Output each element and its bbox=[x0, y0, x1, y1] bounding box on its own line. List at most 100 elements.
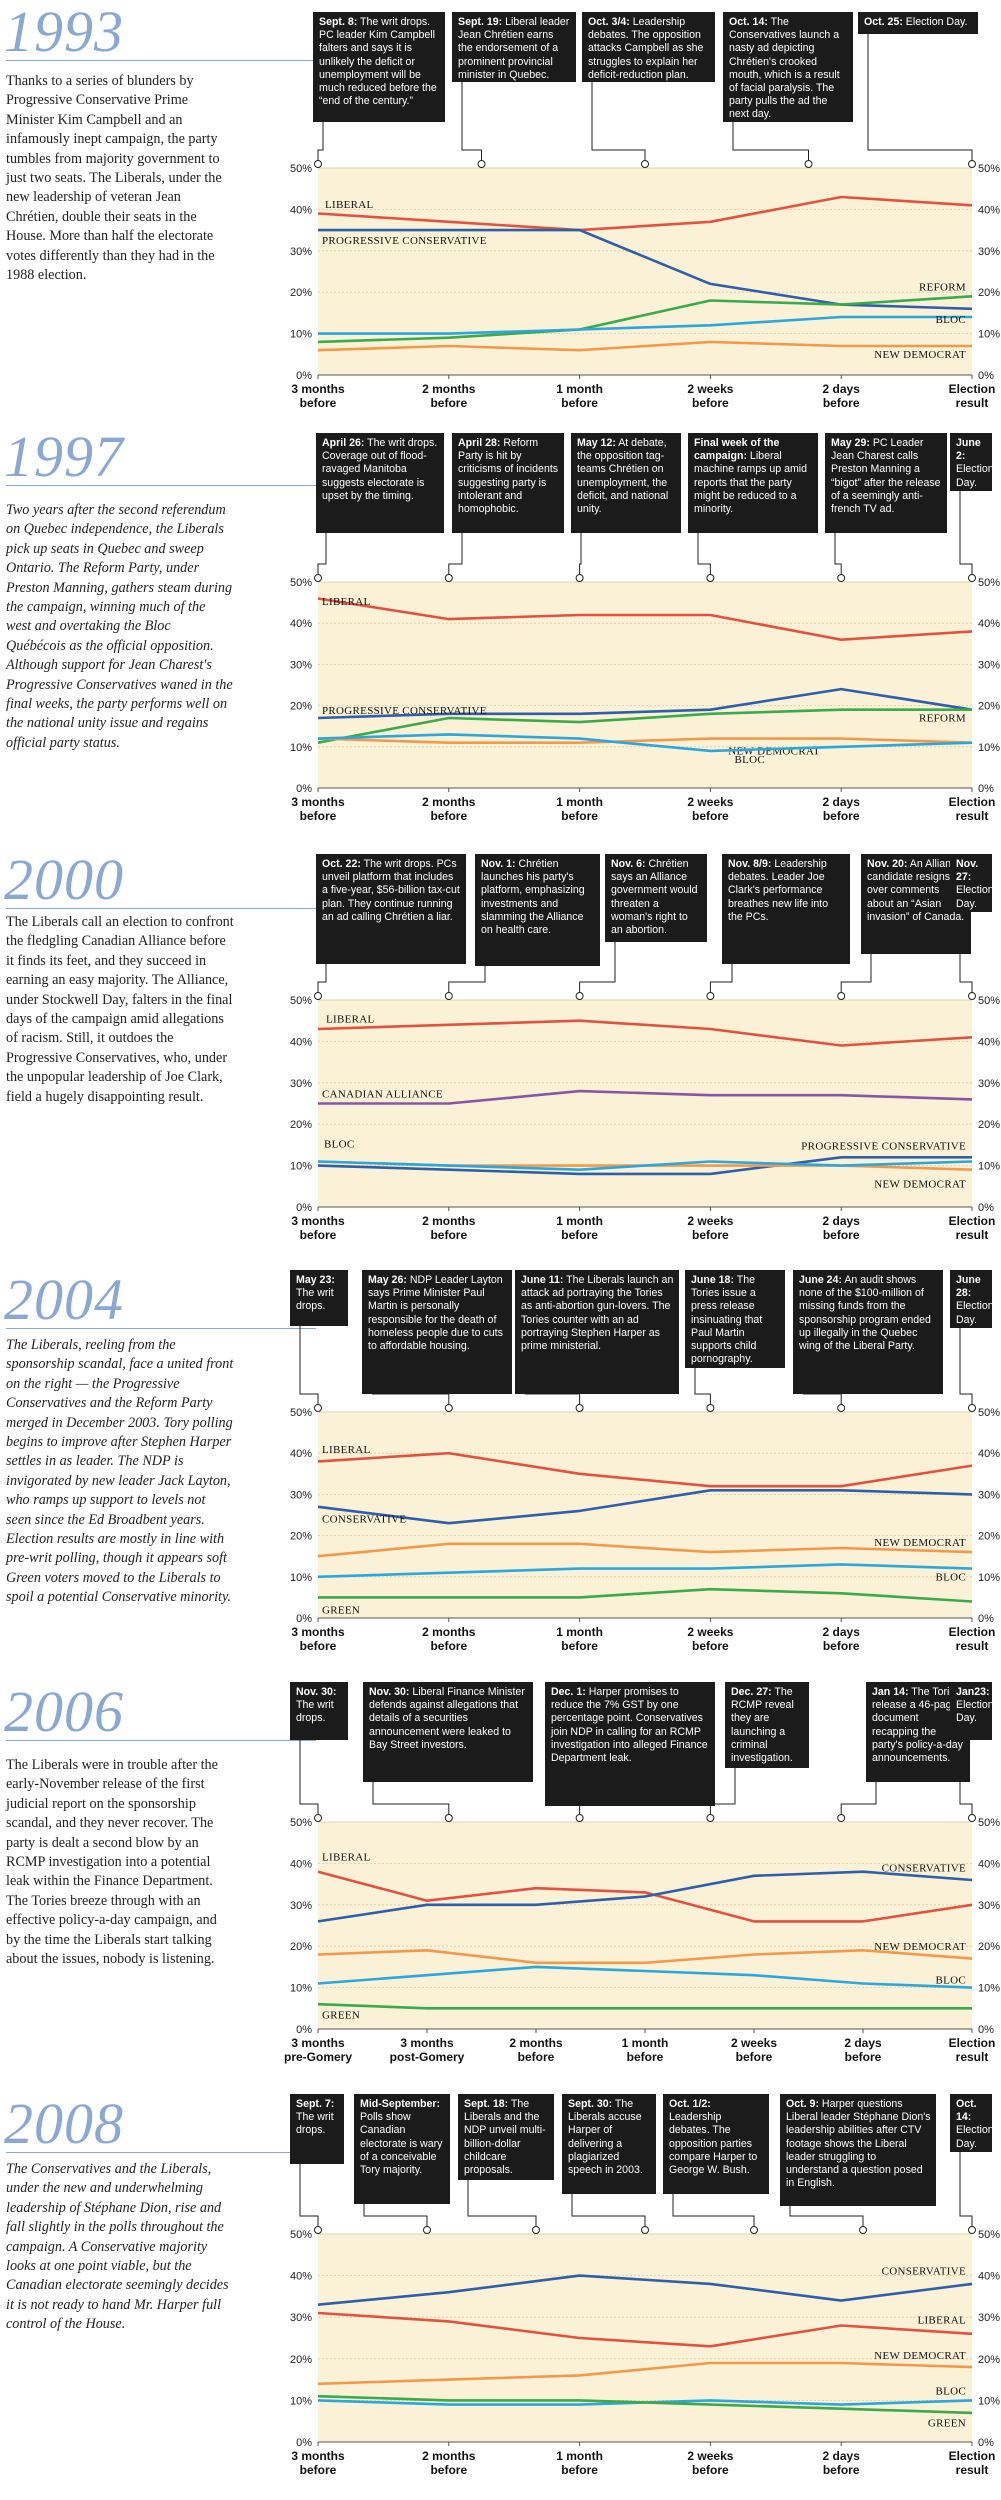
y-tick-label-right: 0% bbox=[978, 2024, 994, 2036]
series-line-progressive-conservative bbox=[318, 228, 973, 311]
event-callout: Nov. 30: The writ drops. bbox=[290, 1682, 348, 1740]
event-leader-line bbox=[299, 1740, 319, 1816]
series-label: REFORM bbox=[919, 282, 966, 294]
y-tick-label-left: 40% bbox=[290, 2271, 312, 2283]
y-tick-label-left: 0% bbox=[296, 783, 312, 795]
event-marker bbox=[444, 1404, 453, 1412]
y-tick-label-left: 20% bbox=[290, 1119, 312, 1131]
event-callout: Nov. 30: Liberal Finance Minister defend… bbox=[363, 1682, 533, 1782]
y-tick-label-right: 30% bbox=[978, 1489, 1000, 1501]
event-text: Election Day. bbox=[902, 16, 968, 28]
series-line-bloc bbox=[317, 1563, 973, 1579]
event-callout: June 24: An audit shows none of the $100… bbox=[793, 1270, 943, 1394]
event-marker bbox=[314, 2226, 322, 2234]
event-marker bbox=[314, 992, 322, 1000]
event-marker bbox=[641, 2226, 649, 2234]
series-label: GREEN bbox=[322, 1604, 360, 1616]
y-tick-label-left: 30% bbox=[290, 246, 312, 258]
event-callout: May 12: At debate, the opposition tag-te… bbox=[571, 433, 681, 533]
y-tick-label-right: 40% bbox=[978, 1036, 1000, 1048]
series-line-liberal bbox=[317, 1019, 973, 1047]
event-callout: Nov. 6: Chrétien says an Alliance govern… bbox=[605, 854, 707, 942]
series-line-reform bbox=[317, 708, 972, 744]
y-tick-label-left: 40% bbox=[290, 1036, 312, 1048]
series-line-reform bbox=[317, 295, 973, 344]
y-tick-label-left: 40% bbox=[290, 618, 312, 630]
series-label: BLOC bbox=[935, 1571, 966, 1583]
event-marker bbox=[968, 1404, 976, 1412]
y-tick-label-left: 40% bbox=[290, 1858, 312, 1870]
y-tick-label-right: 30% bbox=[978, 659, 1000, 671]
event-callout: Oct. 3/4: Leadership debates. The opposi… bbox=[582, 12, 715, 82]
event-leader-line bbox=[299, 2164, 319, 2228]
event-leader-line bbox=[317, 122, 324, 162]
y-tick-label-right: 50% bbox=[978, 163, 1000, 175]
series-line-bloc bbox=[318, 315, 972, 335]
event-date: Nov. 6: bbox=[611, 858, 646, 870]
event-text: An Alliance candidate resigns over comme… bbox=[867, 858, 965, 923]
event-marker bbox=[314, 160, 322, 168]
x-tick-label: 2 weeks before bbox=[687, 1214, 733, 1242]
event-date: June 28: bbox=[956, 1274, 981, 1300]
event-marker bbox=[575, 992, 584, 1000]
series-label: BLOC bbox=[324, 1139, 355, 1151]
event-callout: June 2: Election Day. bbox=[950, 433, 994, 491]
y-tick-label-left: 0% bbox=[296, 1613, 312, 1625]
event-callout: Sept. 8: The writ drops. PC leader Kim C… bbox=[313, 12, 445, 122]
year-divider bbox=[6, 2152, 316, 2153]
event-leader-line bbox=[448, 533, 463, 576]
section-2004: 2004 The Liberals, reeling from the spons… bbox=[0, 1268, 1001, 1688]
y-tick-label-right: 30% bbox=[978, 1078, 1000, 1090]
event-date: June 18: bbox=[691, 1274, 734, 1286]
event-date: Nov. 30: bbox=[369, 1686, 410, 1698]
event-leader-line bbox=[803, 1393, 842, 1406]
x-tick-label: Election result bbox=[949, 382, 996, 410]
y-tick-label-right: 50% bbox=[978, 2229, 1000, 2241]
event-marker bbox=[706, 1814, 715, 1822]
series-label: LIBERAL bbox=[322, 1852, 371, 1864]
y-tick-label-right: 0% bbox=[978, 783, 994, 795]
event-leader-line bbox=[789, 2206, 864, 2228]
y-tick-label-left: 30% bbox=[290, 659, 312, 671]
event-leader-line bbox=[363, 2204, 428, 2228]
event-callout: Sept. 19: Liberal leader Jean Chrétien e… bbox=[452, 12, 576, 82]
event-marker bbox=[837, 574, 846, 582]
event-marker bbox=[706, 574, 715, 582]
event-date: June 11: bbox=[521, 1274, 564, 1286]
y-tick-label-left: 30% bbox=[290, 1900, 312, 1912]
y-tick-label-right: 50% bbox=[978, 995, 1000, 1007]
x-tick-label: 1 month before bbox=[556, 1214, 603, 1242]
event-marker bbox=[837, 1404, 846, 1412]
x-tick-label: 2 days before bbox=[823, 1625, 861, 1653]
y-tick-label-right: 40% bbox=[978, 1448, 1000, 1460]
y-tick-label-right: 40% bbox=[978, 618, 1000, 630]
y-tick-label-right: 0% bbox=[978, 1202, 994, 1214]
x-tick-label: 1 month before bbox=[556, 1625, 603, 1653]
series-line-new-democrat bbox=[317, 340, 972, 352]
event-marker bbox=[477, 160, 486, 168]
event-leader-line bbox=[461, 82, 482, 162]
x-tick-label: 3 months before bbox=[291, 2449, 345, 2477]
series-label: LIBERAL bbox=[322, 1444, 371, 1456]
event-leader-line bbox=[467, 2180, 537, 2228]
event-marker bbox=[750, 2226, 758, 2234]
poll-chart: 0% 0% 10% 10% 20% 20% 30% 30% 40% 40% 50% 50% 3 mont… bbox=[290, 1326, 1000, 1653]
series-label: GREEN bbox=[928, 2418, 966, 2430]
y-tick-label-left: 20% bbox=[290, 2354, 312, 2366]
event-date: May 26: bbox=[368, 1274, 407, 1286]
event-text: Chrétien says an Alliance government wou… bbox=[611, 858, 698, 937]
event-marker bbox=[532, 2226, 540, 2234]
event-callout: Oct. 14: The Conservatives launch a nast… bbox=[723, 12, 853, 122]
series-label: LIBERAL bbox=[326, 1014, 375, 1026]
event-leader-line bbox=[840, 1782, 877, 1816]
y-tick-label-right: 30% bbox=[978, 246, 1000, 258]
event-callout: Mid-September: Polls show Canadian elect… bbox=[354, 2094, 450, 2204]
event-marker bbox=[444, 1814, 453, 1822]
series-line-green bbox=[317, 2394, 973, 2415]
series-label: BLOC bbox=[935, 314, 966, 326]
section-2008: 2008 The Conservatives and the Liberals, … bbox=[0, 2092, 1001, 2500]
event-text: The writ drops. PC leader Kim Campbell f… bbox=[319, 16, 437, 108]
x-tick-label: 2 days before bbox=[844, 2036, 882, 2064]
event-date: Oct. 3/4: bbox=[588, 16, 630, 28]
event-text: Leadership debates. The opposition attac… bbox=[588, 16, 704, 81]
